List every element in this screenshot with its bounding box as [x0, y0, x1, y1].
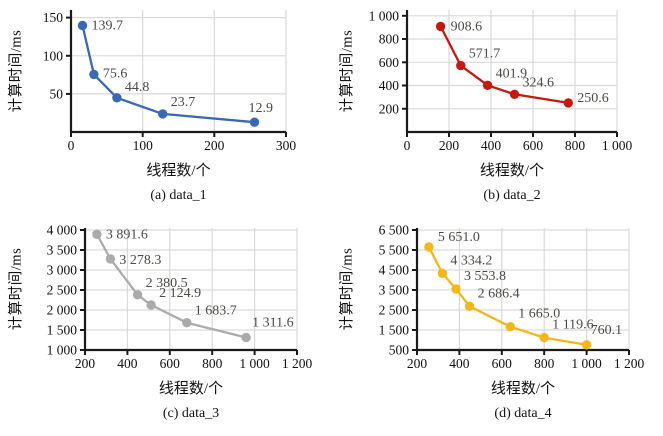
- svg-text:600: 600: [379, 55, 400, 70]
- svg-text:200: 200: [379, 101, 400, 116]
- svg-text:4 334.2: 4 334.2: [450, 253, 492, 268]
- svg-text:500: 500: [389, 343, 410, 358]
- svg-text:150: 150: [43, 10, 64, 25]
- y-axis-title: 计算时间/ms: [8, 29, 25, 113]
- svg-text:5 651.0: 5 651.0: [438, 230, 480, 245]
- svg-text:12.9: 12.9: [249, 101, 274, 116]
- svg-text:300: 300: [276, 138, 297, 153]
- svg-text:1 500: 1 500: [47, 323, 78, 338]
- svg-text:1 000: 1 000: [602, 138, 633, 153]
- y-axis-title: 计算时间/ms: [8, 247, 25, 331]
- svg-text:1 119.6: 1 119.6: [552, 318, 593, 333]
- chart-b-data-2: 200 400 600 800 1 000 0 200 400 600 800 1 000 908.6…: [331, 0, 663, 218]
- svg-text:600: 600: [160, 356, 181, 371]
- svg-text:2 380.5: 2 380.5: [146, 276, 188, 291]
- chart-caption: (c) data_3: [162, 406, 220, 421]
- svg-text:44.8: 44.8: [125, 80, 149, 95]
- svg-text:2 124.9: 2 124.9: [159, 286, 201, 301]
- svg-text:3 553.8: 3 553.8: [464, 269, 506, 284]
- svg-text:200: 200: [204, 138, 225, 153]
- svg-text:600: 600: [492, 356, 513, 371]
- svg-text:760.1: 760.1: [591, 323, 623, 338]
- svg-text:1 311.6: 1 311.6: [252, 316, 293, 331]
- svg-text:250.6: 250.6: [577, 91, 609, 106]
- svg-text:1 000: 1 000: [47, 343, 78, 358]
- svg-text:200: 200: [75, 356, 96, 371]
- plot-area-d: 500 1 500 2 500 3 500 4 500 5 500 6 500 200 400 6…: [379, 223, 645, 372]
- plot-area-b: 200 400 600 800 1 000 0 200 400 600 800 1 000 908.6…: [369, 8, 633, 153]
- svg-text:3 278.3: 3 278.3: [119, 253, 161, 268]
- svg-text:200: 200: [439, 138, 460, 153]
- svg-text:3 500: 3 500: [47, 243, 78, 258]
- svg-text:4 500: 4 500: [379, 263, 410, 278]
- x-axis-title: 线程数/个: [146, 163, 211, 179]
- svg-text:0: 0: [68, 138, 75, 153]
- svg-text:50: 50: [50, 86, 64, 101]
- svg-text:3 891.6: 3 891.6: [106, 227, 148, 242]
- svg-text:1 000: 1 000: [571, 356, 602, 371]
- svg-text:4 000: 4 000: [47, 223, 78, 238]
- chart-c-data-3: 1 000 1 500 2 000 2 500 3 000 3 500 4 000 200 40…: [0, 218, 331, 436]
- svg-text:571.7: 571.7: [469, 47, 501, 62]
- svg-text:100: 100: [133, 138, 154, 153]
- svg-text:600: 600: [523, 138, 544, 153]
- svg-text:139.7: 139.7: [92, 19, 124, 34]
- svg-text:2 500: 2 500: [379, 303, 410, 318]
- svg-text:400: 400: [449, 356, 470, 371]
- svg-text:401.9: 401.9: [496, 66, 527, 81]
- svg-text:2 686.4: 2 686.4: [478, 286, 520, 301]
- svg-text:2 000: 2 000: [47, 303, 78, 318]
- svg-text:1 000: 1 000: [239, 356, 270, 371]
- svg-text:800: 800: [565, 138, 586, 153]
- chart-d-data-4: 500 1 500 2 500 3 500 4 500 5 500 6 500 200 400 6…: [331, 218, 663, 436]
- svg-text:800: 800: [534, 356, 555, 371]
- svg-text:1 500: 1 500: [379, 323, 410, 338]
- svg-text:1 683.7: 1 683.7: [195, 304, 237, 319]
- svg-text:100: 100: [43, 48, 64, 63]
- x-axis-title: 线程数/个: [490, 381, 556, 397]
- chart-caption: (a) data_1: [150, 188, 207, 203]
- svg-text:200: 200: [407, 356, 428, 371]
- svg-text:3 500: 3 500: [379, 283, 410, 298]
- y-axis-title: 计算时间/ms: [339, 247, 356, 331]
- svg-text:800: 800: [202, 356, 223, 371]
- plot-area-a: 50 100 150 0 100 200 300 139.7 75.644.8 23.7 12.9: [43, 10, 297, 153]
- x-axis-title: 线程数/个: [158, 381, 224, 397]
- svg-text:2 500: 2 500: [47, 283, 78, 298]
- svg-text:324.6: 324.6: [523, 75, 555, 90]
- svg-text:1 200: 1 200: [282, 356, 313, 371]
- svg-text:800: 800: [379, 32, 400, 47]
- svg-text:400: 400: [481, 138, 502, 153]
- svg-text:5 500: 5 500: [379, 243, 410, 258]
- y-axis-title: 计算时间/ms: [339, 29, 356, 113]
- svg-text:400: 400: [379, 78, 400, 93]
- chart-caption: (d) data_4: [494, 406, 552, 421]
- plot-area-c: 1 000 1 500 2 000 2 500 3 000 3 500 4 000 200 40…: [47, 223, 313, 372]
- chart-a-data-1: 50 100 150 0 100 200 300 139.7 75.6 44.8 23.7 12.9 …: [0, 0, 331, 218]
- svg-text:75.6: 75.6: [103, 66, 128, 81]
- svg-text:6 500: 6 500: [379, 223, 410, 238]
- chart-caption: (b) data_2: [483, 188, 541, 203]
- svg-text:400: 400: [117, 356, 138, 371]
- svg-text:1 665.0: 1 665.0: [518, 307, 560, 322]
- svg-text:908.6: 908.6: [451, 19, 483, 34]
- svg-text:3 000: 3 000: [47, 263, 78, 278]
- svg-text:1 000: 1 000: [369, 8, 400, 23]
- svg-text:0: 0: [404, 138, 411, 153]
- svg-text:23.7: 23.7: [171, 95, 196, 110]
- svg-text:1 200: 1 200: [614, 356, 645, 371]
- x-axis-title: 线程数/个: [479, 163, 545, 179]
